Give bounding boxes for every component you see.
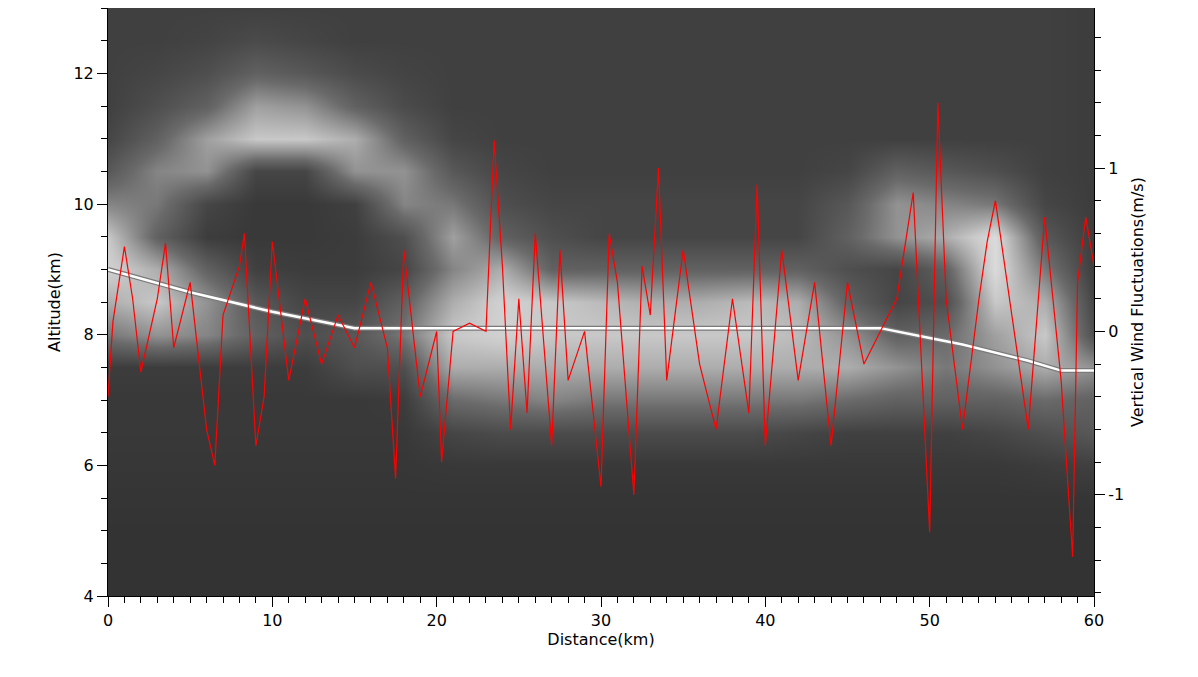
svg-text:Altitude(km): Altitude(km) bbox=[45, 252, 64, 352]
svg-text:30: 30 bbox=[591, 611, 611, 630]
svg-text:10: 10 bbox=[262, 611, 282, 630]
svg-text:Vertical Wind Fluctuations(m/s: Vertical Wind Fluctuations(m/s) bbox=[1128, 177, 1147, 427]
svg-text:12: 12 bbox=[73, 64, 93, 83]
svg-text:1: 1 bbox=[1108, 159, 1118, 178]
svg-text:50: 50 bbox=[919, 611, 939, 630]
svg-text:6: 6 bbox=[84, 456, 94, 475]
svg-text:10: 10 bbox=[73, 195, 93, 214]
svg-text:-1: -1 bbox=[1108, 485, 1124, 504]
svg-text:40: 40 bbox=[755, 611, 775, 630]
svg-text:Distance(km): Distance(km) bbox=[547, 630, 654, 649]
svg-text:8: 8 bbox=[84, 325, 94, 344]
svg-text:60: 60 bbox=[1084, 611, 1104, 630]
svg-text:0: 0 bbox=[1108, 322, 1118, 341]
svg-text:4: 4 bbox=[84, 587, 94, 606]
svg-text:20: 20 bbox=[426, 611, 446, 630]
svg-text:0: 0 bbox=[103, 611, 113, 630]
